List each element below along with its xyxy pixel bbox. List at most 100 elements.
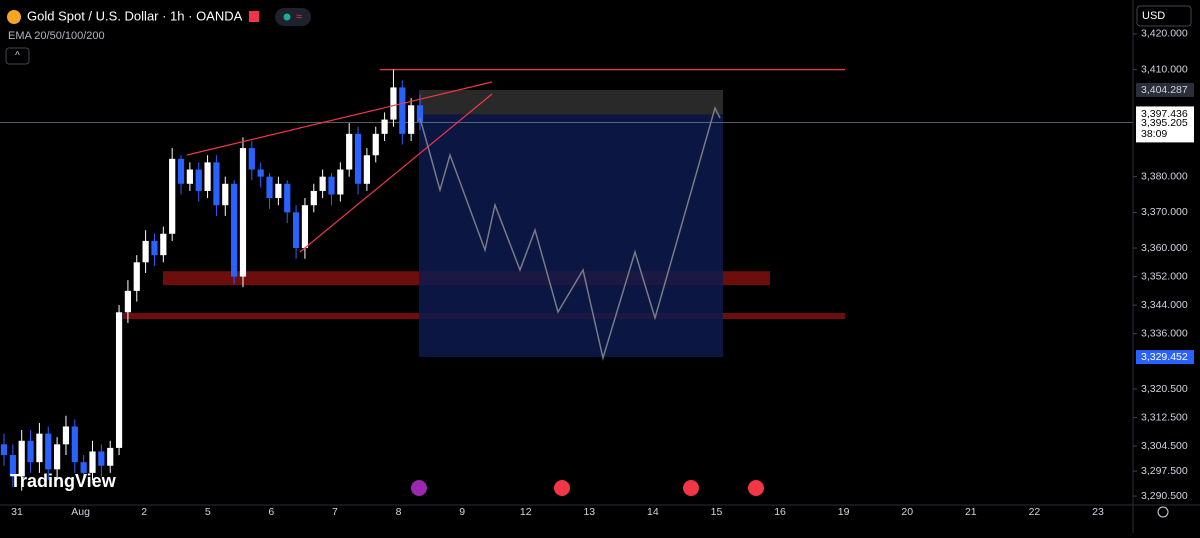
candle-body	[337, 169, 344, 195]
y-tick-label: 3,370.000	[1141, 206, 1188, 218]
candle-body	[45, 433, 52, 470]
wedge-lower	[299, 93, 493, 253]
projection-path	[419, 105, 721, 361]
y-tick-label: 3,352.000	[1141, 270, 1188, 282]
event-icon[interactable]	[554, 480, 570, 496]
price-badge	[1136, 106, 1194, 143]
candle-body	[310, 190, 317, 206]
x-tick-label: 6	[268, 506, 274, 518]
candle-body	[36, 433, 43, 463]
price-badge	[1136, 82, 1194, 97]
price-badge	[1136, 350, 1194, 365]
candle-body	[9, 455, 16, 477]
indicator-label[interactable]: EMA 20/50/100/200	[8, 30, 105, 42]
candle-body	[107, 447, 114, 466]
candle-body	[142, 240, 149, 263]
price-badge-label: 3,397.436	[1141, 108, 1188, 120]
x-tick-label: 19	[838, 506, 850, 518]
collapse-button[interactable]	[5, 47, 30, 65]
candle-body	[222, 183, 229, 206]
event-icon[interactable]	[683, 480, 699, 496]
event-icon[interactable]	[748, 480, 764, 496]
price-axis: 3,420.000 3,410.000 3,380.000 3,370.000 3,36…	[1133, 28, 1194, 502]
y-tick-label: 3,344.000	[1141, 299, 1188, 311]
price-badge-label: 3,329.452	[1141, 351, 1188, 363]
candle-body	[151, 240, 158, 256]
candle-body	[408, 105, 415, 134]
y-tick-label: 3,312.500	[1141, 411, 1188, 423]
y-tick-label: 3,304.500	[1141, 440, 1188, 452]
status-dot	[283, 13, 291, 21]
candle-body	[80, 462, 87, 473]
candle-body	[416, 105, 424, 123]
symbol-title[interactable]: Gold Spot / U.S. Dollar · 1h · OANDA	[27, 8, 243, 23]
candle-body	[195, 169, 202, 191]
x-tick-label: Aug	[71, 506, 90, 518]
candle-body	[177, 158, 185, 184]
target-zone	[419, 114, 723, 358]
candle-body	[213, 162, 220, 206]
plot-area	[0, 68, 1133, 491]
x-tick-label: 13	[583, 506, 595, 518]
candle-body	[115, 312, 123, 448]
candle-body	[390, 87, 397, 120]
brand-logo: TradingView	[10, 471, 117, 491]
candle-body	[248, 148, 255, 170]
status-icon: ≈	[296, 11, 302, 23]
x-tick-label: 9	[459, 506, 465, 518]
flag-icon	[249, 11, 259, 22]
currency-button[interactable]	[1136, 5, 1192, 27]
price-badge-label: 3,404.287	[1141, 84, 1188, 96]
candle-body	[239, 148, 247, 277]
candle-body	[266, 176, 273, 199]
candle-body	[399, 87, 406, 134]
y-tick-label: 3,380.000	[1141, 170, 1188, 182]
x-tick-label: 22	[1029, 506, 1041, 518]
candle-body	[169, 158, 176, 234]
candle-body	[328, 176, 335, 195]
countdown: 38:09	[1141, 128, 1167, 140]
candle-body	[89, 451, 96, 473]
x-tick-label: 15	[711, 506, 723, 518]
candle-body	[160, 233, 167, 256]
candle-body	[319, 176, 326, 191]
event-icon[interactable]	[411, 480, 427, 496]
x-tick-label: 31	[11, 506, 23, 518]
candle-body	[231, 183, 238, 277]
candle-body	[257, 169, 264, 177]
x-tick-label: 20	[901, 506, 913, 518]
y-tick-label: 3,360.000	[1141, 242, 1188, 254]
status-pill	[275, 8, 311, 26]
candle-body	[346, 133, 353, 170]
y-tick-label: 3,290.500	[1141, 490, 1188, 502]
candle-body	[372, 133, 379, 156]
candle-body	[62, 426, 70, 445]
x-tick-label: 21	[965, 506, 977, 518]
candle-body	[275, 183, 282, 199]
candle-body	[354, 133, 362, 184]
x-tick-label: 2	[141, 506, 147, 518]
currency-label: USD	[1142, 10, 1165, 22]
stop-zone	[419, 89, 723, 115]
candle-body	[301, 205, 309, 249]
candle-body	[54, 444, 61, 470]
x-tick-label: 5	[205, 506, 211, 518]
candle-body	[292, 212, 300, 249]
candle-body	[0, 444, 8, 456]
settings-icon[interactable]	[1157, 506, 1169, 518]
candle-body	[186, 169, 193, 184]
candle-body	[124, 290, 132, 313]
y-tick-label: 3,297.500	[1141, 465, 1188, 477]
candle-body	[133, 262, 140, 291]
x-tick-label: 16	[774, 506, 786, 518]
wedge-upper	[186, 81, 493, 156]
candle-body	[27, 440, 34, 463]
y-tick-label: 3,320.500	[1141, 383, 1188, 395]
x-tick-label: 14	[647, 506, 659, 518]
y-tick-label: 3,420.000	[1141, 28, 1188, 40]
candle-body	[98, 451, 105, 466]
candle-body	[204, 162, 211, 191]
collapse-icon: ^	[15, 51, 20, 62]
